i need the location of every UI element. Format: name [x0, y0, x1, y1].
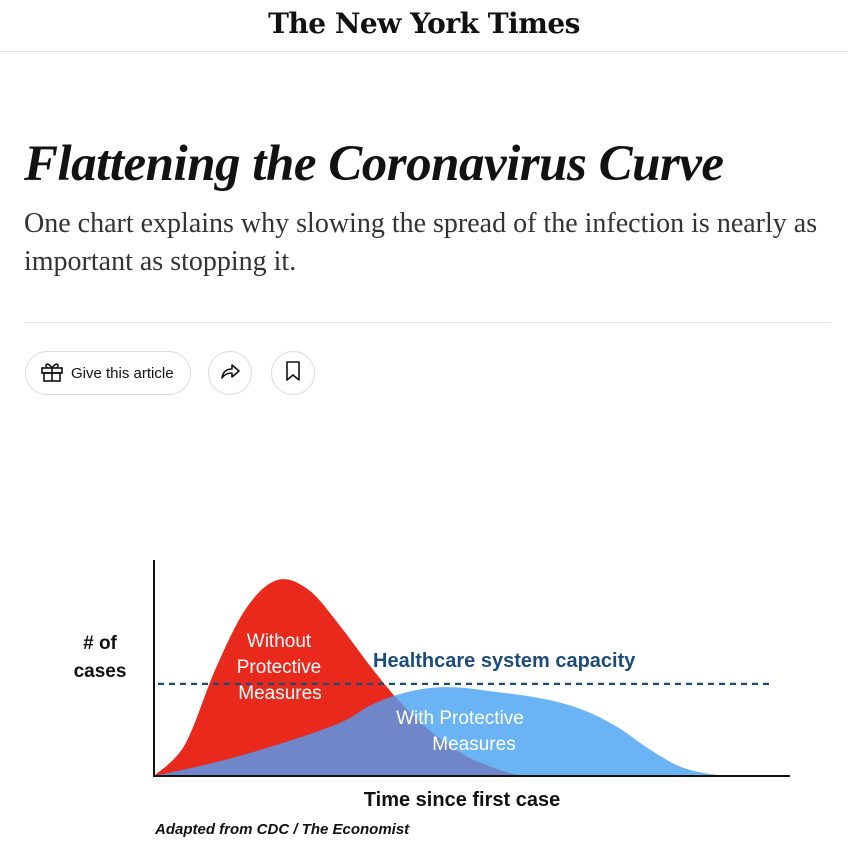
with-measures-label-2: Measures [432, 734, 515, 755]
y-axis-label-line1: # of [83, 633, 117, 654]
without-measures-area [154, 579, 772, 777]
y-axis-label-line2: cases [74, 661, 127, 682]
masthead: The New York Times [0, 0, 848, 52]
with-measures-label-1: With Protective [396, 708, 524, 729]
give-article-button[interactable]: Give this article [25, 351, 191, 395]
article-summary: One chart explains why slowing the sprea… [24, 208, 818, 277]
share-icon [218, 359, 242, 388]
flatten-curve-chart: # of cases Without Protective Measures H… [74, 560, 790, 838]
save-button[interactable] [271, 351, 315, 395]
article-headline: Flattening the Coronavirus Curve [24, 136, 724, 192]
without-measures-label-3: Measures [238, 683, 321, 704]
bookmark-icon [282, 359, 304, 388]
share-button[interactable] [208, 351, 252, 395]
gift-icon [39, 358, 65, 389]
x-axis-label: Time since first case [364, 789, 560, 811]
capacity-label: Healthcare system capacity [373, 650, 636, 672]
chart-source: Adapted from CDC / The Economist [154, 821, 410, 838]
without-measures-label-1: Without [247, 631, 312, 652]
give-article-label: Give this article [71, 364, 174, 382]
divider [24, 322, 831, 323]
nyt-logo[interactable]: The New York Times [268, 7, 580, 40]
without-measures-label-2: Protective [237, 657, 321, 678]
